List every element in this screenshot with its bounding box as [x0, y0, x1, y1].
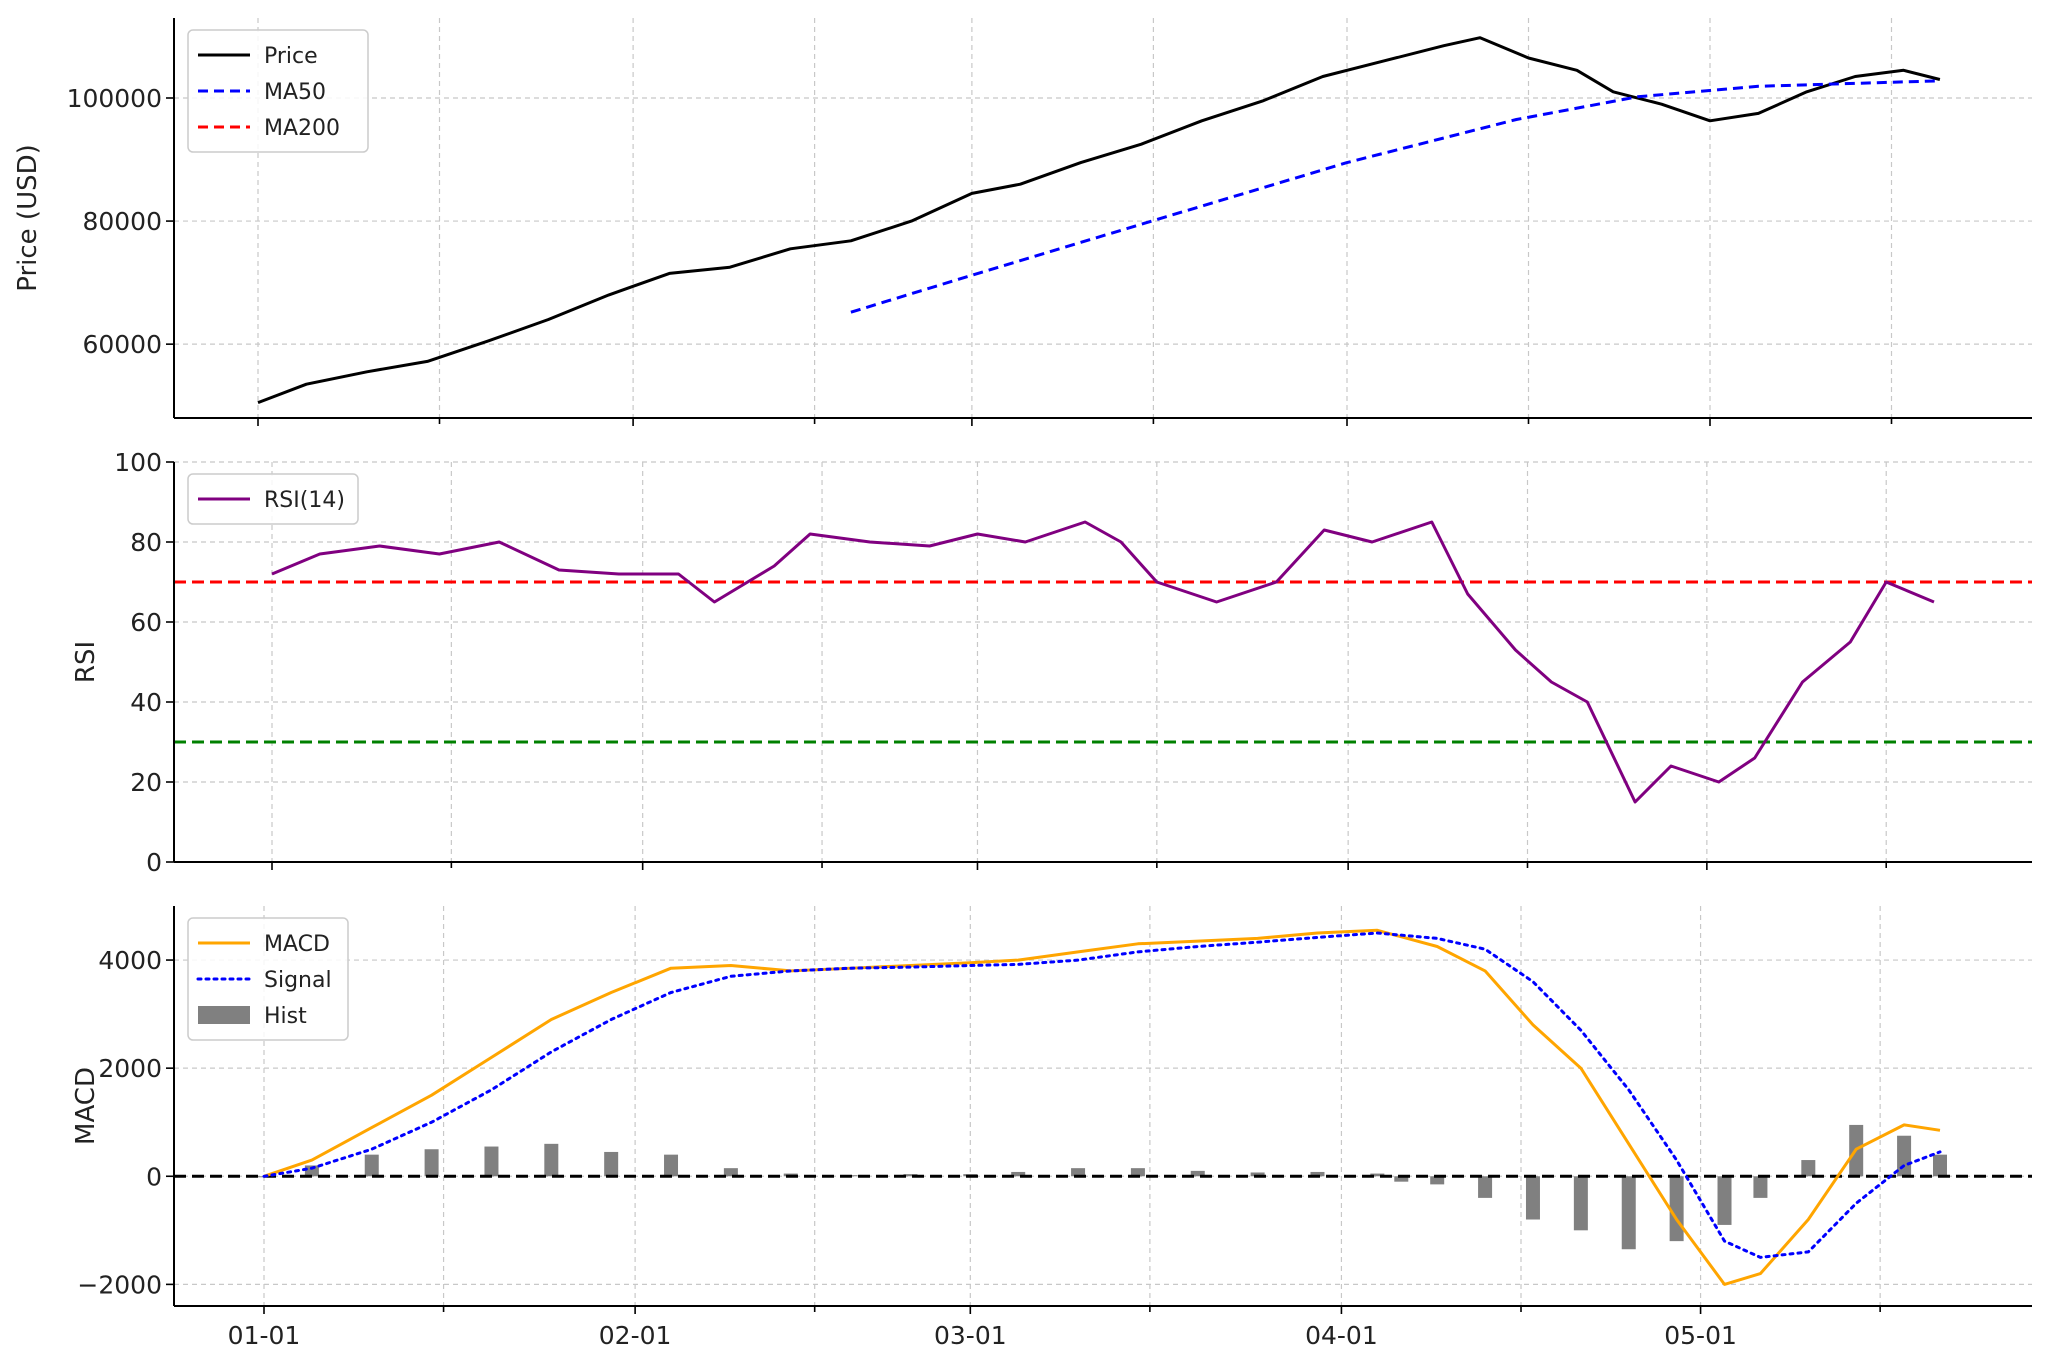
legend-label-price-2: MA200 [264, 116, 340, 141]
xtick-label-3: 04-01 [1305, 1321, 1378, 1350]
ytick-label-rsi-3: 60 [130, 608, 162, 637]
hist-bar-23 [1525, 1176, 1540, 1220]
hist-bar-1 [304, 1165, 319, 1177]
ytick-label-macd-3: 4000 [98, 946, 162, 975]
hist-bar-22 [1478, 1176, 1493, 1198]
ytick-label-rsi-0: 0 [146, 848, 162, 877]
ytick-label-macd-1: 0 [146, 1162, 162, 1191]
legend-price [187, 29, 369, 153]
legend-swatch-macd-2 [198, 1006, 250, 1024]
ytick-label-rsi-4: 80 [130, 528, 162, 557]
legend-label-macd-0: MACD [264, 932, 330, 957]
ytick-label-rsi-5: 100 [114, 448, 162, 477]
series-rsi-rsi-14- [271, 520, 1935, 804]
hist-bar-19 [1370, 1173, 1385, 1177]
hist-bar-24 [1573, 1176, 1588, 1231]
ylabel-price: Price (USD) [13, 144, 43, 292]
legend-label-macd-2: Hist [264, 1004, 307, 1029]
ytick-label-macd-0: −2000 [77, 1270, 162, 1299]
hist-bar-29 [1801, 1160, 1816, 1177]
hist-bar-3 [424, 1149, 439, 1177]
legend-label-rsi-0: RSI(14) [264, 488, 345, 513]
hist-bar-4 [484, 1146, 499, 1177]
hist-bar-11 [903, 1174, 918, 1177]
ytick-label-price-1: 80000 [82, 207, 162, 236]
hist-bar-2 [364, 1154, 379, 1177]
xtick-label-2: 03-01 [934, 1321, 1007, 1350]
hist-bar-8 [723, 1168, 738, 1177]
legend-label-price-0: Price [264, 44, 318, 69]
ytick-label-rsi-2: 40 [130, 688, 162, 717]
hist-bar-18 [1310, 1171, 1325, 1177]
hist-bar-5 [544, 1143, 559, 1177]
xtick-label-1: 02-01 [599, 1321, 672, 1350]
series-macd-macd [263, 928, 1941, 1286]
ytick-label-price-0: 60000 [82, 330, 162, 359]
hist-bar-7 [664, 1154, 679, 1177]
legend-label-macd-1: Signal [264, 968, 332, 993]
hist-bar-13 [1011, 1171, 1026, 1177]
ytick-label-rsi-1: 20 [130, 768, 162, 797]
hist-bar-25 [1621, 1176, 1636, 1250]
xtick-label-4: 05-01 [1664, 1321, 1737, 1350]
legend-label-price-1: MA50 [264, 80, 326, 105]
legend-rsi [187, 473, 359, 525]
hist-bar-16 [1190, 1170, 1205, 1177]
series-price-price [257, 36, 1941, 405]
macd-panel: −2000 0 2000 4000 MACD MACD Signal Hist 01-01 02-… [71, 906, 2032, 1350]
ytick-label-macd-2: 2000 [98, 1054, 162, 1083]
ylabel-rsi: RSI [71, 641, 101, 683]
hist-bar-28 [1753, 1176, 1768, 1198]
ylabel-macd: MACD [71, 1067, 101, 1145]
series-price-ma50 [850, 79, 1940, 314]
hist-bar-15 [1130, 1168, 1145, 1177]
hist-bar-14 [1071, 1168, 1086, 1177]
price-panel: 60000 80000 100000 Price (USD) Price MA50 MA20… [13, 18, 2032, 426]
hist-bar-17 [1250, 1172, 1265, 1177]
xtick-label-0: 01-01 [228, 1321, 301, 1350]
hist-bar-27 [1717, 1176, 1732, 1225]
hist-bar-20 [1394, 1176, 1409, 1182]
hist-bar-6 [604, 1151, 619, 1177]
hist-bar-21 [1430, 1176, 1445, 1185]
series-macd-signal [262, 931, 1942, 1259]
rsi-panel: 0 20 40 60 80 100 RSI RSI(14) [71, 448, 2032, 877]
ytick-label-price-2: 100000 [67, 84, 162, 113]
hist-bar-31 [1897, 1135, 1912, 1177]
hist-bar-32 [1933, 1154, 1947, 1177]
hist-bar-26 [1669, 1176, 1684, 1242]
